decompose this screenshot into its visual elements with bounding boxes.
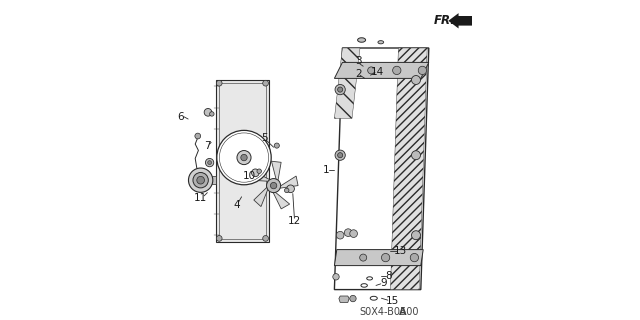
Circle shape [284, 188, 289, 193]
Circle shape [350, 295, 356, 302]
Text: 4: 4 [234, 200, 240, 210]
Circle shape [381, 253, 390, 262]
Circle shape [338, 87, 343, 92]
Text: 8: 8 [385, 271, 392, 281]
Circle shape [193, 172, 209, 188]
Circle shape [338, 153, 343, 158]
Text: 13: 13 [394, 246, 406, 256]
Text: 11: 11 [194, 193, 207, 204]
Circle shape [393, 66, 401, 75]
Polygon shape [339, 296, 349, 302]
Text: 7: 7 [204, 140, 211, 151]
Text: 6: 6 [177, 112, 184, 122]
Circle shape [241, 154, 247, 161]
Circle shape [216, 236, 222, 241]
Circle shape [263, 236, 269, 241]
Polygon shape [273, 191, 290, 209]
Circle shape [188, 168, 212, 192]
Circle shape [252, 169, 259, 177]
Text: 2: 2 [355, 69, 362, 79]
Text: 15: 15 [385, 296, 399, 307]
Polygon shape [334, 62, 429, 78]
Ellipse shape [361, 284, 367, 287]
Polygon shape [390, 48, 428, 290]
Text: 14: 14 [371, 67, 383, 77]
Ellipse shape [370, 296, 378, 300]
FancyArrow shape [448, 13, 472, 28]
Circle shape [257, 169, 262, 173]
Text: 1: 1 [323, 164, 330, 175]
Circle shape [335, 84, 346, 95]
Text: 12: 12 [288, 216, 301, 227]
Polygon shape [278, 176, 298, 188]
Text: 5: 5 [262, 132, 268, 143]
Text: S0X4-B0500: S0X4-B0500 [359, 307, 419, 317]
Circle shape [216, 80, 222, 86]
Circle shape [210, 112, 214, 116]
Bar [219, 83, 266, 239]
Bar [208, 176, 216, 184]
Circle shape [275, 143, 280, 148]
Polygon shape [250, 171, 271, 181]
Ellipse shape [367, 277, 372, 280]
Circle shape [197, 176, 205, 184]
Text: 3: 3 [355, 56, 362, 67]
Circle shape [412, 231, 420, 240]
Circle shape [368, 67, 375, 74]
Polygon shape [254, 186, 268, 207]
Circle shape [267, 179, 281, 193]
Circle shape [344, 229, 352, 236]
Circle shape [410, 253, 419, 262]
Bar [216, 80, 269, 242]
Circle shape [412, 76, 420, 84]
Circle shape [335, 150, 346, 160]
Circle shape [360, 254, 367, 261]
Circle shape [195, 133, 201, 139]
Circle shape [350, 230, 357, 237]
Circle shape [333, 274, 339, 280]
Circle shape [204, 108, 212, 116]
Circle shape [217, 130, 271, 185]
Circle shape [419, 66, 427, 75]
Ellipse shape [378, 41, 384, 44]
Ellipse shape [358, 38, 365, 42]
Circle shape [237, 150, 251, 164]
Text: 9: 9 [380, 278, 387, 288]
Circle shape [205, 158, 214, 167]
Polygon shape [334, 48, 360, 118]
Text: A: A [399, 307, 406, 317]
Text: FR.: FR. [433, 14, 455, 27]
Circle shape [263, 80, 269, 86]
Circle shape [337, 231, 344, 239]
Circle shape [271, 182, 277, 189]
Circle shape [287, 185, 294, 193]
Circle shape [207, 161, 211, 164]
Text: 10: 10 [243, 171, 256, 181]
Circle shape [412, 151, 420, 160]
Polygon shape [271, 161, 281, 182]
Polygon shape [334, 250, 423, 266]
